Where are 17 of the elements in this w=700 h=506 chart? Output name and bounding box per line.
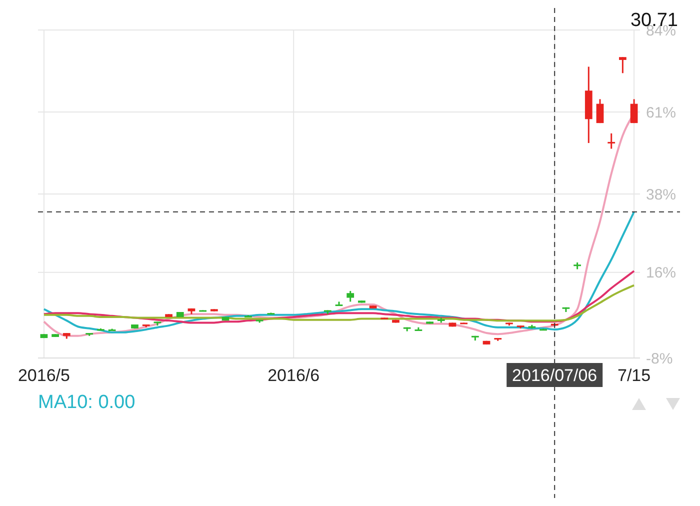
y-tick-label: -8% <box>646 350 673 368</box>
y-tick-label: 61% <box>646 104 676 122</box>
x-tick-label: 2016/6 <box>268 366 320 385</box>
candlestick <box>630 98 638 124</box>
candlestick <box>608 132 616 150</box>
x-tick-label: 2016/07/06 <box>512 366 598 385</box>
candlestick <box>346 290 354 302</box>
candlestick <box>619 56 626 74</box>
x-tick-label: 7/15 <box>617 366 651 385</box>
line-series <box>42 210 636 334</box>
candlestick <box>596 98 604 124</box>
y-tick-label: 38% <box>646 186 676 204</box>
y-tick-label: 16% <box>646 264 676 282</box>
text: MA10: 0.00 <box>38 392 136 413</box>
x-tick-label: 2016/5 <box>18 366 70 385</box>
line-series <box>42 270 636 324</box>
line-series <box>42 284 636 322</box>
